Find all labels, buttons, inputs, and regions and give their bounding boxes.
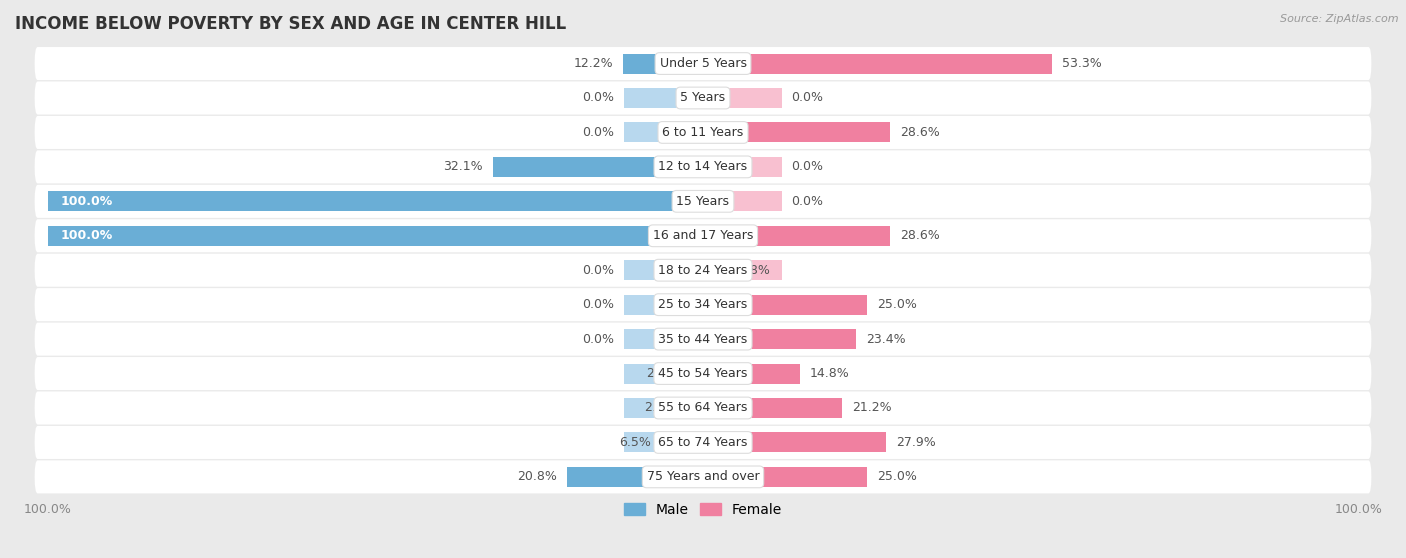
Bar — [703, 226, 890, 246]
Bar — [703, 157, 782, 177]
Bar — [492, 157, 703, 177]
Text: 16 and 17 Years: 16 and 17 Years — [652, 229, 754, 242]
FancyBboxPatch shape — [35, 323, 1371, 355]
Bar — [567, 467, 703, 487]
Text: 75 Years and over: 75 Years and over — [647, 470, 759, 483]
Bar — [703, 467, 868, 487]
Bar — [661, 432, 703, 453]
Bar — [703, 467, 782, 487]
Text: 6 to 11 Years: 6 to 11 Years — [662, 126, 744, 139]
Text: 25.0%: 25.0% — [876, 298, 917, 311]
Bar — [703, 260, 782, 280]
Text: 25.0%: 25.0% — [876, 470, 917, 483]
Text: INCOME BELOW POVERTY BY SEX AND AGE IN CENTER HILL: INCOME BELOW POVERTY BY SEX AND AGE IN C… — [15, 15, 567, 33]
Bar — [623, 54, 703, 74]
FancyBboxPatch shape — [35, 460, 1371, 493]
Bar — [703, 329, 782, 349]
Text: 0.0%: 0.0% — [792, 160, 824, 174]
Bar — [703, 122, 782, 142]
Bar — [624, 88, 703, 108]
Text: 0.0%: 0.0% — [582, 298, 614, 311]
Text: 27.9%: 27.9% — [896, 436, 935, 449]
Text: 23.4%: 23.4% — [866, 333, 905, 345]
Text: 12.2%: 12.2% — [574, 57, 613, 70]
FancyBboxPatch shape — [35, 185, 1371, 218]
Bar — [703, 364, 782, 383]
FancyBboxPatch shape — [35, 288, 1371, 321]
Bar — [688, 364, 703, 383]
Bar — [703, 432, 782, 453]
Bar — [48, 226, 703, 246]
Text: 28.6%: 28.6% — [900, 126, 941, 139]
Bar — [703, 398, 842, 418]
FancyBboxPatch shape — [35, 392, 1371, 425]
Bar — [624, 122, 703, 142]
Text: 3.8%: 3.8% — [738, 264, 769, 277]
Text: 32.1%: 32.1% — [443, 160, 482, 174]
Bar — [703, 54, 782, 74]
Text: Source: ZipAtlas.com: Source: ZipAtlas.com — [1281, 14, 1399, 24]
Text: 100.0%: 100.0% — [60, 229, 112, 242]
Text: 53.3%: 53.3% — [1062, 57, 1102, 70]
Bar — [703, 122, 890, 142]
Text: 2.6%: 2.6% — [644, 402, 676, 415]
FancyBboxPatch shape — [35, 426, 1371, 459]
Text: 0.0%: 0.0% — [582, 264, 614, 277]
Text: 14.8%: 14.8% — [810, 367, 849, 380]
Text: 28.6%: 28.6% — [900, 229, 941, 242]
Text: 45 to 54 Years: 45 to 54 Years — [658, 367, 748, 380]
Text: 5 Years: 5 Years — [681, 92, 725, 104]
Bar — [624, 432, 703, 453]
Bar — [703, 398, 782, 418]
Text: 25 to 34 Years: 25 to 34 Years — [658, 298, 748, 311]
Text: 20.8%: 20.8% — [517, 470, 557, 483]
Text: 21.2%: 21.2% — [852, 402, 891, 415]
Text: Under 5 Years: Under 5 Years — [659, 57, 747, 70]
Text: 0.0%: 0.0% — [582, 92, 614, 104]
Bar — [703, 295, 868, 315]
FancyBboxPatch shape — [35, 81, 1371, 114]
Bar — [624, 467, 703, 487]
Bar — [686, 398, 703, 418]
Bar — [48, 191, 703, 211]
Text: 100.0%: 100.0% — [60, 195, 112, 208]
Text: 12 to 14 Years: 12 to 14 Years — [658, 160, 748, 174]
Text: 55 to 64 Years: 55 to 64 Years — [658, 402, 748, 415]
Bar — [703, 329, 856, 349]
FancyBboxPatch shape — [35, 47, 1371, 80]
Bar — [624, 54, 703, 74]
Bar — [703, 226, 782, 246]
Legend: Male, Female: Male, Female — [619, 497, 787, 522]
FancyBboxPatch shape — [35, 357, 1371, 390]
Text: 0.0%: 0.0% — [582, 333, 614, 345]
Bar — [624, 260, 703, 280]
Bar — [624, 157, 703, 177]
Bar — [624, 364, 703, 383]
Bar — [703, 295, 782, 315]
Bar — [703, 191, 782, 211]
Bar — [624, 398, 703, 418]
Text: 65 to 74 Years: 65 to 74 Years — [658, 436, 748, 449]
Text: 0.0%: 0.0% — [792, 92, 824, 104]
Bar — [703, 364, 800, 383]
Text: 15 Years: 15 Years — [676, 195, 730, 208]
FancyBboxPatch shape — [35, 116, 1371, 149]
Bar — [703, 432, 886, 453]
Text: 0.0%: 0.0% — [582, 126, 614, 139]
Text: 6.5%: 6.5% — [619, 436, 651, 449]
Bar — [624, 329, 703, 349]
Bar — [703, 260, 728, 280]
FancyBboxPatch shape — [35, 219, 1371, 252]
FancyBboxPatch shape — [35, 150, 1371, 184]
Text: 35 to 44 Years: 35 to 44 Years — [658, 333, 748, 345]
Bar — [703, 54, 1052, 74]
Text: 0.0%: 0.0% — [792, 195, 824, 208]
Bar — [624, 295, 703, 315]
Bar — [703, 88, 782, 108]
Text: 2.4%: 2.4% — [645, 367, 678, 380]
Text: 18 to 24 Years: 18 to 24 Years — [658, 264, 748, 277]
FancyBboxPatch shape — [35, 254, 1371, 287]
